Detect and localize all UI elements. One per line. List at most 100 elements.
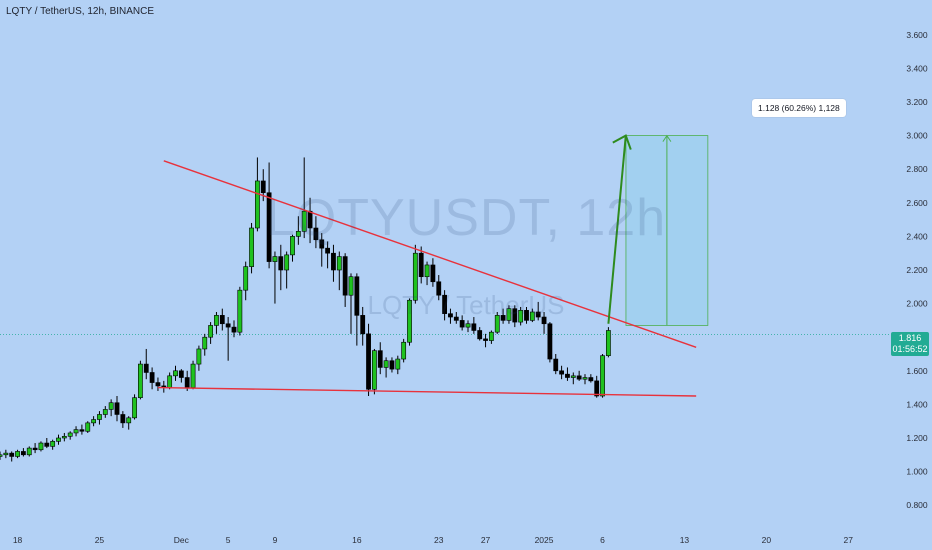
bear-candle [418,252,424,278]
bull-candle [529,311,535,321]
bull-candle [202,336,208,350]
bull-candle [412,252,418,301]
bull-candle [494,315,500,333]
bull-candle [605,330,611,356]
y-tick-label: 1.200 [906,433,928,443]
bear-candle [483,338,488,341]
bull-candle [383,360,389,368]
bull-candle [3,452,9,456]
bear-candle [354,276,360,316]
bull-candle [91,419,96,424]
y-tick-label: 2.200 [906,265,928,275]
bear-candle [331,252,336,271]
x-tick-label: 20 [762,535,772,545]
bull-candle [371,350,377,390]
bull-candle [108,402,114,410]
bull-candle [506,308,512,321]
x-tick-label: 27 [481,535,491,545]
x-tick-label: 2025 [535,535,554,545]
bull-candle [26,447,32,456]
bear-candle [471,323,477,331]
bear-candle [178,370,184,378]
bull-candle [255,180,260,229]
bear-candle [459,320,465,328]
bull-candle [15,451,20,457]
projection-arrow [607,135,627,324]
bear-candle [588,377,594,382]
bull-candle [56,437,61,442]
y-tick-label: 3.200 [906,97,928,107]
bear-candle [313,227,319,241]
bull-candle [465,323,471,328]
bull-candle [214,315,219,326]
bear-candle [319,239,325,249]
bull-candle [132,397,137,419]
bull-candle [424,264,430,278]
bear-candle [377,350,383,368]
bear-candle [114,402,120,415]
candle-countdown: 01:56:52 [892,344,928,354]
bull-candle [67,432,73,437]
y-tick-label: 2.600 [906,198,928,208]
bear-candle [442,294,447,314]
bull-candle [138,363,143,398]
y-tick-label: 0.800 [906,500,928,510]
bear-candle [260,180,266,194]
bull-candle [97,414,102,420]
x-tick-label: 23 [434,535,444,545]
bear-candle [436,281,442,296]
bull-candle [272,256,278,262]
bull-candle [301,210,307,232]
bear-candle [448,313,453,318]
bear-candle [219,315,225,325]
bear-candle [278,256,284,271]
y-tick-label: 3.000 [906,131,928,141]
bear-candle [535,311,541,318]
bear-candle [120,414,126,424]
bull-candle [284,254,290,271]
x-tick-label: 6 [600,535,605,545]
bear-candle [559,370,564,375]
bull-candle [167,375,173,388]
bull-candle [38,442,44,451]
x-tick-label: 18 [13,535,23,545]
y-tick-label: 2.800 [906,164,928,174]
bull-candle [336,256,342,271]
bear-candle [20,451,26,456]
bear-candle [342,256,348,296]
current-price-badge: 1.816 01:56:52 [891,332,929,356]
bear-candle [184,377,190,388]
descending-resistance-trendline [163,160,697,348]
bull-candle [61,436,67,439]
bear-candle [325,247,330,254]
y-tick-label: 2.000 [906,299,928,309]
bull-candle [570,375,576,378]
y-tick-label: 3.600 [906,30,928,40]
bear-candle [79,429,85,432]
bull-candle [85,422,91,432]
y-tick-label: 3.400 [906,63,928,73]
bear-candle [430,264,436,283]
x-tick-label: 25 [95,535,105,545]
bear-candle [453,316,459,321]
bear-candle [576,375,582,380]
bull-candle [102,409,108,415]
projection-arrowhead [612,134,632,150]
y-tick-label: 1.000 [906,467,928,477]
bull-candle [582,377,588,380]
symbol-title[interactable]: LQTY / TetherUS, 12h, BINANCE [6,6,155,17]
bear-candle [541,316,547,325]
bull-candle [395,358,401,370]
y-tick-label: 2.400 [906,231,928,241]
bull-candle [208,325,213,338]
bear-candle [389,360,395,370]
x-tick-label: 9 [273,535,278,545]
bear-candle [366,333,371,390]
bear-candle [500,315,506,321]
bull-candle [126,417,132,424]
bull-candle [50,441,56,447]
bear-candle [143,363,149,373]
bull-candle [295,231,301,237]
